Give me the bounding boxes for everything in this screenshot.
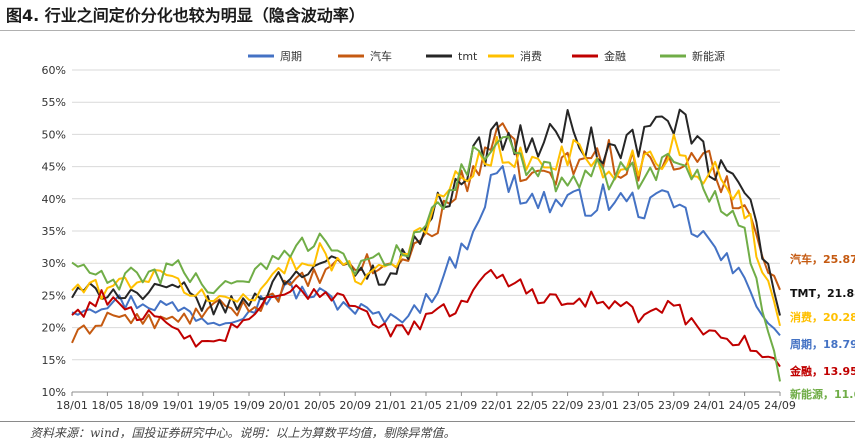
x-tick-label: 18/09: [127, 399, 159, 412]
x-tick-label: 19/05: [198, 399, 230, 412]
x-tick-label: 20/01: [269, 399, 301, 412]
source-divider: [0, 421, 855, 422]
x-tick-label: 22/05: [516, 399, 548, 412]
legend-label: tmt: [458, 50, 478, 63]
x-tick-label: 20/09: [339, 399, 371, 412]
legend-label: 汽车: [370, 49, 392, 63]
end-label: TMT，21.88: [790, 287, 855, 300]
legend-label: 新能源: [692, 49, 725, 63]
y-axis-ticks: 10% 15% 20% 25% 30% 35% 40% 45% 50% 55% 60%: [42, 64, 66, 399]
series-line-4: [71, 268, 781, 368]
iv-line-chart: 10%15%20%25%30%35%40%45%50%55%60% 18/01 1…: [42, 49, 855, 412]
x-tick-label: 19/01: [162, 399, 194, 412]
x-tick-label: 23/09: [658, 399, 690, 412]
legend-label: 消费: [520, 49, 542, 63]
y-tick-label: 10%: [42, 386, 66, 399]
x-tick-label: 24/09: [764, 399, 796, 412]
x-tick-label: 18/01: [56, 399, 88, 412]
series-line-0: [71, 165, 781, 337]
end-label: 金融，13.95: [789, 364, 855, 378]
y-tick-label: 30%: [42, 257, 66, 270]
y-tick-label: 55%: [42, 96, 66, 109]
series-line-5: [71, 135, 781, 382]
y-tick-label: 20%: [42, 322, 66, 335]
x-tick-label: 21/05: [410, 399, 442, 412]
y-tick-label: 15%: [42, 354, 66, 367]
x-tick-label: 18/05: [92, 399, 124, 412]
x-tick-label: 24/01: [693, 399, 725, 412]
source-note: 资料来源：wind，国投证券研究中心。说明：以上为算数平均值，剔除异常值。: [30, 426, 456, 440]
x-tick-label: 23/05: [623, 399, 655, 412]
legend-label: 周期: [280, 50, 302, 63]
title-divider: [0, 30, 855, 31]
series-line-2: [71, 108, 781, 316]
x-tick-label: 23/01: [587, 399, 619, 412]
x-tick-label: 24/05: [729, 399, 761, 412]
end-label: 消费，20.28: [790, 310, 855, 324]
y-tick-label: 25%: [42, 289, 66, 302]
x-tick-label: 21/01: [375, 399, 407, 412]
y-tick-label: 45%: [42, 161, 66, 174]
series-line-3: [71, 133, 781, 327]
legend-label: 金融: [604, 49, 626, 63]
x-tick-label: 22/09: [552, 399, 584, 412]
x-tick-label: 20/05: [304, 399, 336, 412]
end-label: 汽车，25.87: [790, 252, 855, 266]
x-tick-label: 21/09: [446, 399, 478, 412]
y-tick-label: 40%: [42, 193, 66, 206]
legend: 周期 汽车 tmt 消费 金融 新能源: [248, 49, 725, 63]
x-tick-label: 19/09: [233, 399, 265, 412]
y-tick-label: 35%: [42, 225, 66, 238]
end-label: 周期，18.79: [790, 337, 855, 351]
y-tick-label: 50%: [42, 128, 66, 141]
x-axis-ticks: 18/01 18/05 18/09 19/01 19/05 19/09 20/01 20/05…: [56, 392, 796, 412]
end-label: 新能源，11.64: [790, 387, 855, 401]
end-labels: 汽车，25.87 TMT，21.88 消费，20.28 周期，18.79 金融，13.9…: [789, 252, 855, 401]
x-tick-label: 22/01: [481, 399, 513, 412]
figure-title: 图4. 行业之间定价分化也较为明显（隐含波动率）: [6, 6, 365, 25]
y-tick-label: 60%: [42, 64, 66, 77]
series-lines: [71, 108, 781, 382]
